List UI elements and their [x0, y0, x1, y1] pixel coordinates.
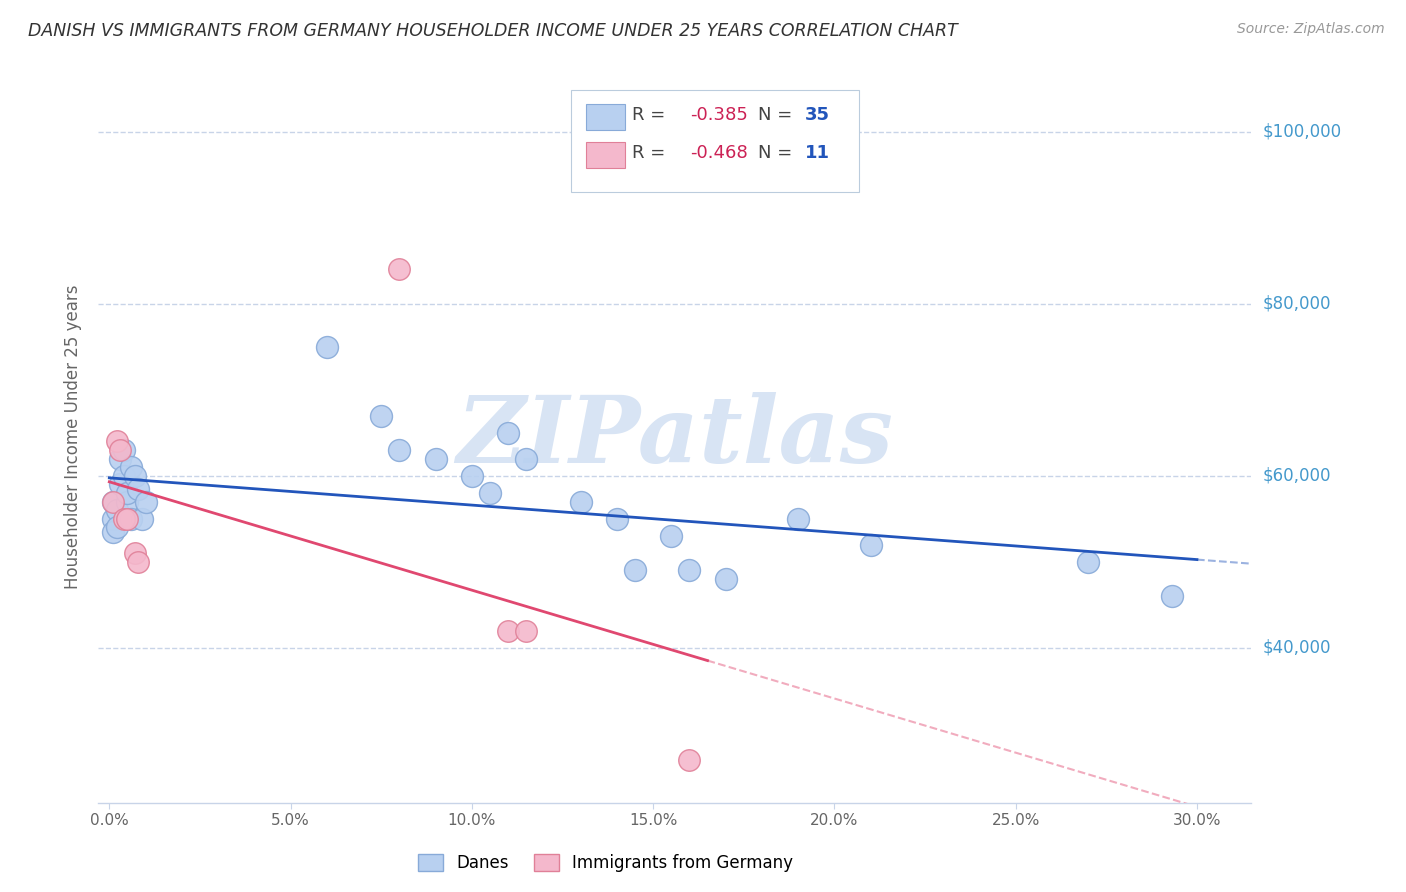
Point: [127, 482, 149, 496]
Text: $60,000: $60,000: [1263, 467, 1331, 485]
Text: DANISH VS IMMIGRANTS FROM GERMANY HOUSEHOLDER INCOME UNDER 25 YEARS CORRELATION : DANISH VS IMMIGRANTS FROM GERMANY HOUSEH…: [28, 22, 957, 40]
Point: [787, 512, 810, 526]
Text: N =: N =: [758, 106, 797, 124]
Point: [388, 442, 411, 457]
Point: [117, 494, 139, 508]
Text: 11: 11: [806, 145, 830, 162]
Point: [101, 494, 124, 508]
Legend: Danes, Immigrants from Germany: Danes, Immigrants from Germany: [412, 847, 800, 879]
Text: $40,000: $40,000: [1263, 639, 1331, 657]
Point: [131, 512, 153, 526]
Point: [624, 564, 647, 578]
Point: [135, 494, 157, 508]
Point: [108, 451, 131, 466]
Point: [108, 442, 131, 457]
Point: [105, 503, 128, 517]
Point: [120, 512, 142, 526]
Point: [859, 538, 882, 552]
Text: $80,000: $80,000: [1263, 294, 1331, 313]
Point: [678, 564, 700, 578]
Point: [1160, 589, 1182, 603]
Text: R =: R =: [633, 145, 671, 162]
Point: [714, 572, 737, 586]
Point: [496, 624, 519, 638]
Text: 35: 35: [806, 106, 830, 124]
Text: Source: ZipAtlas.com: Source: ZipAtlas.com: [1237, 22, 1385, 37]
Point: [515, 451, 537, 466]
FancyBboxPatch shape: [571, 90, 859, 192]
Point: [112, 512, 135, 526]
Point: [120, 460, 142, 475]
Point: [606, 512, 628, 526]
Point: [370, 409, 392, 423]
Point: [124, 546, 146, 560]
Point: [515, 624, 537, 638]
Point: [496, 425, 519, 440]
Point: [659, 529, 682, 543]
Point: [105, 520, 128, 534]
Point: [108, 477, 131, 491]
Point: [112, 468, 135, 483]
Text: $100,000: $100,000: [1263, 122, 1341, 141]
Point: [569, 494, 592, 508]
Point: [127, 555, 149, 569]
Y-axis label: Householder Income Under 25 years: Householder Income Under 25 years: [65, 285, 83, 590]
Point: [117, 486, 139, 500]
Text: ZIPatlas: ZIPatlas: [457, 392, 893, 482]
Point: [112, 442, 135, 457]
FancyBboxPatch shape: [586, 142, 626, 168]
Point: [117, 512, 139, 526]
Point: [1077, 555, 1099, 569]
Point: [678, 753, 700, 767]
Point: [315, 340, 337, 354]
Point: [461, 468, 484, 483]
Point: [101, 494, 124, 508]
Point: [388, 262, 411, 277]
Text: -0.385: -0.385: [690, 106, 748, 124]
Text: R =: R =: [633, 106, 671, 124]
Point: [425, 451, 447, 466]
Text: N =: N =: [758, 145, 797, 162]
Point: [478, 486, 501, 500]
Point: [124, 468, 146, 483]
Text: -0.468: -0.468: [690, 145, 748, 162]
FancyBboxPatch shape: [586, 103, 626, 130]
Point: [101, 524, 124, 539]
Point: [105, 434, 128, 449]
Point: [101, 512, 124, 526]
